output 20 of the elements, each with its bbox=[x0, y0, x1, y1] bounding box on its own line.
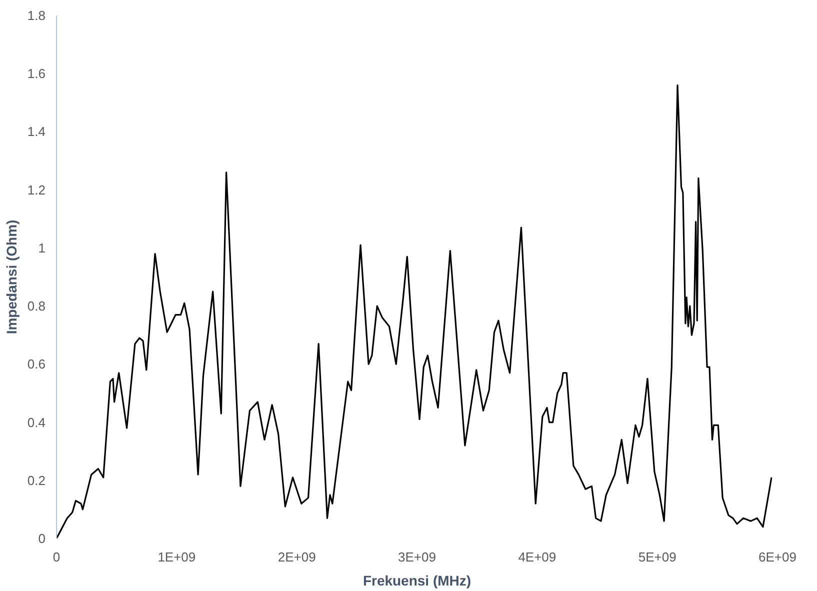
y-tick-label: 1.6 bbox=[27, 66, 46, 82]
x-tick-label: 4E+09 bbox=[518, 550, 556, 564]
y-tick-label: 1.4 bbox=[27, 124, 46, 140]
y-tick-label: 0.8 bbox=[27, 298, 46, 314]
line-series bbox=[56, 84, 772, 538]
y-tick-label: 1.8 bbox=[27, 8, 46, 23]
y-tick-label: 0.2 bbox=[27, 472, 46, 488]
y-tick-label: 1 bbox=[38, 240, 46, 256]
y-axis-title: Impedansi (Ohm) bbox=[3, 220, 20, 334]
x-tick-label: 2E+09 bbox=[278, 550, 316, 564]
x-tick-label: 6E+09 bbox=[758, 550, 796, 564]
y-tick-label: 0.6 bbox=[27, 356, 46, 372]
y-tick-label: 1.2 bbox=[27, 182, 46, 198]
y-tick-label: 0 bbox=[38, 531, 46, 546]
x-tick-label: 0 bbox=[52, 550, 60, 564]
x-tick-label: 5E+09 bbox=[638, 550, 676, 564]
x-axis-title: Frekuensi (MHz) bbox=[362, 572, 472, 588]
y-tick-label: 0.4 bbox=[27, 414, 46, 430]
x-tick-label: 3E+09 bbox=[398, 550, 436, 564]
x-tick-label: 1E+09 bbox=[158, 550, 196, 564]
